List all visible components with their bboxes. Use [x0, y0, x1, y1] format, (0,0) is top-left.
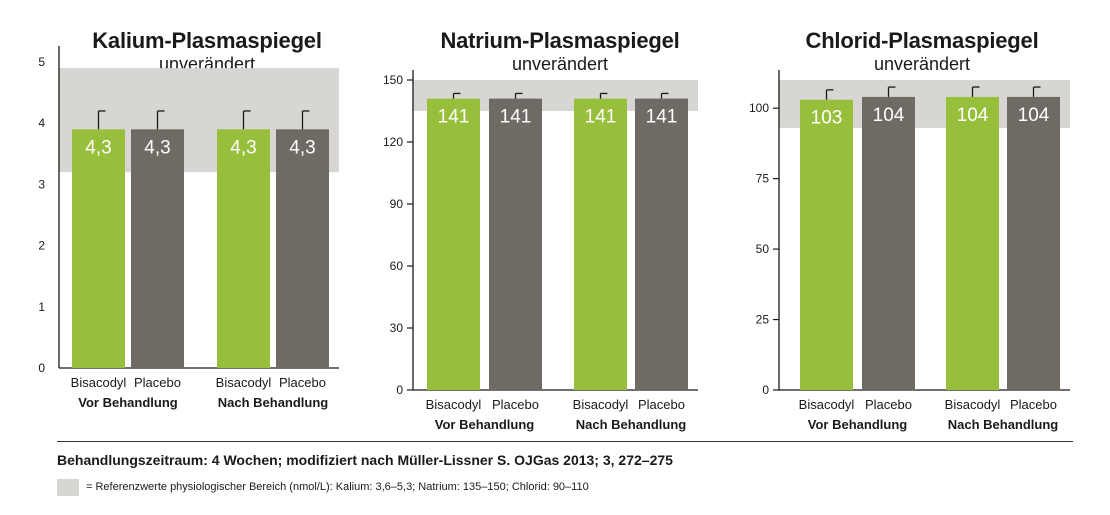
chart-title: Kalium-Plasmaspiegel	[92, 28, 322, 53]
x-category-label: Placebo	[492, 397, 539, 412]
bar-value-label: 104	[957, 105, 989, 126]
bar-bisacodyl	[217, 129, 270, 368]
bar-placebo	[1007, 96, 1060, 390]
x-category-label: Placebo	[134, 375, 181, 390]
y-tick-label: 0	[38, 361, 45, 375]
x-group-label: Nach Behandlung	[576, 417, 687, 432]
y-tick-label: 4	[38, 116, 45, 130]
y-tick-label: 100	[749, 101, 769, 115]
x-category-label: Placebo	[638, 397, 685, 412]
y-tick-label: 25	[756, 313, 770, 327]
footer-divider	[57, 441, 1073, 442]
x-category-label: Placebo	[279, 375, 326, 390]
x-group-label: Nach Behandlung	[218, 395, 329, 410]
chart-title: Chlorid-Plasmaspiegel	[805, 28, 1039, 53]
y-tick-label: 3	[38, 177, 45, 191]
bar-value-label: 141	[500, 107, 532, 128]
bar-value-label: 141	[585, 107, 617, 128]
bar-placebo	[635, 98, 688, 390]
y-tick-label: 30	[390, 321, 404, 335]
bar-value-label: 103	[811, 108, 843, 129]
chart-chlorid: 0 25 50 75 100 103 Bisacodyl 104 Placebo 104 Bisac…	[749, 70, 1070, 432]
y-tick-label: 0	[396, 383, 403, 397]
x-group-label: Vor Behandlung	[78, 395, 177, 410]
x-group-label: Vor Behandlung	[808, 417, 907, 432]
chart-panel-natrium: Natrium-Plasmaspiegel unverändert 0 30 60 9…	[383, 0, 710, 440]
bar-bisacodyl	[427, 98, 480, 390]
x-category-label: Bisacodyl	[799, 397, 855, 412]
bar-value-label: 141	[438, 107, 470, 128]
source-note: Behandlungszeitraum: 4 Wochen; modifizie…	[57, 452, 673, 468]
y-tick-label: 120	[383, 135, 403, 149]
x-category-label: Bisacodyl	[216, 375, 272, 390]
chart-title: Natrium-Plasmaspiegel	[440, 28, 680, 53]
reference-range-legend: = Referenzwerte physiologischer Bereich …	[86, 481, 589, 493]
bar-bisacodyl	[800, 99, 853, 391]
x-category-label: Placebo	[1010, 397, 1057, 412]
chart-natrium: 0 30 60 90 120 150 141 Bisacodyl 141 Placebo 141 Bi…	[383, 70, 698, 432]
x-category-label: Bisacodyl	[945, 397, 1001, 412]
y-tick-label: 60	[390, 259, 404, 273]
bar-placebo	[131, 129, 184, 368]
x-category-label: Bisacodyl	[426, 397, 482, 412]
bar-placebo	[862, 96, 915, 390]
chart-subtitle: unverändert	[873, 54, 971, 74]
y-tick-label: 150	[383, 73, 403, 87]
chart-panel-chlorid: Chlorid-Plasmaspiegel unverändert 0 25 50 7…	[749, 0, 1072, 440]
y-tick-label: 90	[390, 197, 404, 211]
y-tick-label: 75	[756, 172, 770, 186]
y-tick-label: 0	[762, 383, 769, 397]
bar-value-label: 141	[646, 107, 678, 128]
y-tick-label: 50	[756, 242, 770, 256]
x-category-label: Bisacodyl	[71, 375, 127, 390]
bar-bisacodyl	[72, 129, 125, 368]
chart-kalium: 0 1 2 3 4 5 4,3 Bisacodyl 4,3 Placebo 4,3 Bisacodyl…	[38, 46, 339, 410]
bar-value-label: 4,3	[289, 137, 315, 158]
bar-bisacodyl	[946, 96, 999, 390]
x-category-label: Bisacodyl	[573, 397, 629, 412]
bar-bisacodyl	[574, 98, 627, 390]
y-tick-label: 2	[38, 239, 45, 253]
y-tick-label: 1	[38, 300, 45, 314]
bar-value-label: 104	[873, 105, 905, 126]
bar-value-label: 4,3	[144, 137, 170, 158]
x-group-label: Vor Behandlung	[435, 417, 534, 432]
bar-placebo	[276, 129, 329, 368]
y-tick-label: 5	[38, 55, 45, 69]
bar-value-label: 4,3	[230, 137, 256, 158]
x-group-label: Nach Behandlung	[948, 417, 1059, 432]
bar-placebo	[489, 98, 542, 390]
bar-value-label: 4,3	[85, 137, 111, 158]
x-category-label: Placebo	[865, 397, 912, 412]
reference-range-swatch	[57, 479, 79, 496]
bar-value-label: 104	[1018, 105, 1050, 126]
chart-subtitle: unverändert	[511, 54, 609, 74]
